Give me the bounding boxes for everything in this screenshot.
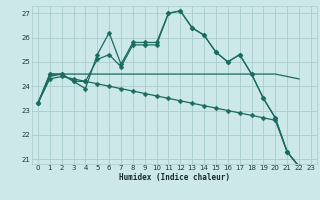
X-axis label: Humidex (Indice chaleur): Humidex (Indice chaleur)	[119, 173, 230, 182]
